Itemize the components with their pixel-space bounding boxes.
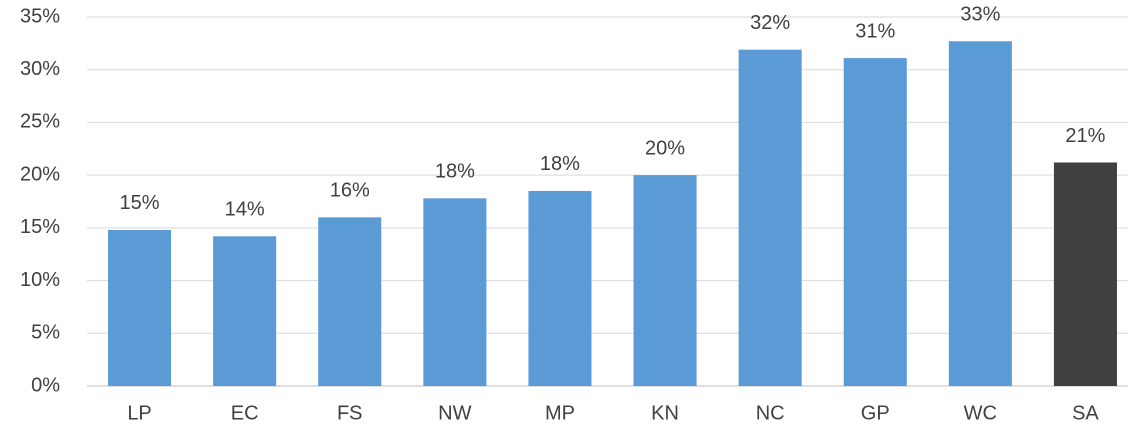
bar — [423, 198, 487, 386]
x-tick-label: KN — [651, 402, 679, 424]
bar — [633, 175, 697, 386]
value-label: 18% — [435, 161, 475, 183]
x-tick-label: LP — [127, 402, 151, 424]
x-tick-label: NW — [438, 402, 471, 424]
y-tick-label: 0% — [31, 374, 60, 396]
x-tick-label: NC — [756, 402, 785, 424]
bar — [318, 217, 382, 386]
value-label: 31% — [855, 20, 895, 42]
bar — [213, 236, 277, 386]
y-tick-label: 35% — [20, 5, 60, 27]
value-label: 14% — [225, 199, 265, 221]
x-tick-label: FS — [337, 402, 363, 424]
bar — [1053, 162, 1117, 386]
value-label: 15% — [120, 192, 160, 214]
y-tick-label: 10% — [20, 269, 60, 291]
value-label: 16% — [330, 180, 370, 202]
value-label: 32% — [750, 12, 790, 34]
x-tick-label: MP — [545, 402, 575, 424]
x-tick-label: SA — [1072, 402, 1099, 424]
x-tick-label: WC — [964, 402, 997, 424]
x-tick-label: EC — [231, 402, 259, 424]
value-label: 33% — [960, 4, 1000, 26]
bar — [843, 58, 907, 387]
bar — [948, 41, 1012, 387]
bar — [528, 190, 592, 386]
x-tick-label: GP — [861, 402, 890, 424]
bar — [108, 229, 172, 386]
y-tick-label: 25% — [20, 111, 60, 133]
bar — [738, 49, 802, 386]
y-tick-label: 5% — [31, 322, 60, 344]
value-label: 18% — [540, 153, 580, 175]
y-tick-label: 30% — [20, 58, 60, 80]
y-tick-label: 15% — [20, 216, 60, 238]
value-label: 21% — [1065, 125, 1105, 147]
y-tick-label: 20% — [20, 163, 60, 185]
value-label: 20% — [645, 137, 685, 159]
